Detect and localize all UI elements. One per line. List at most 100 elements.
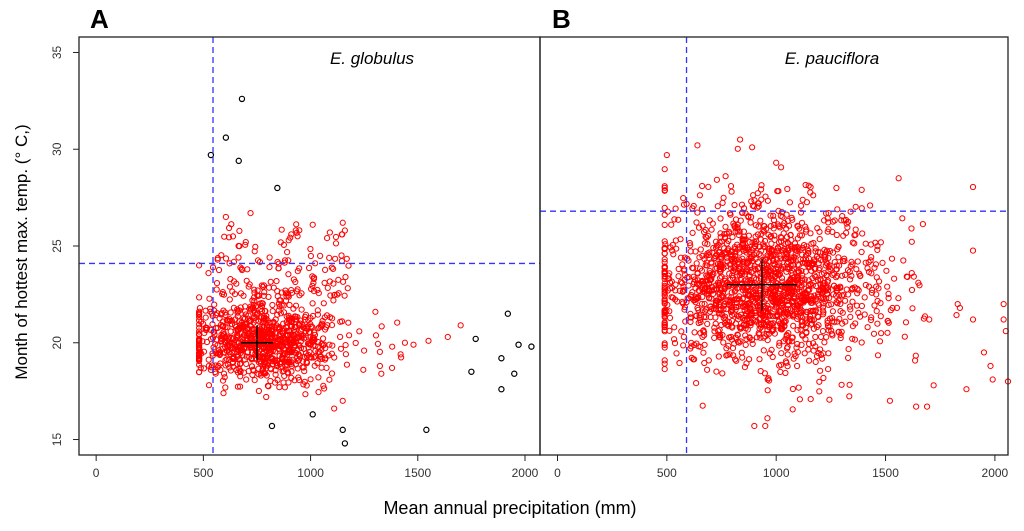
panel-b-point-1631: [786, 338, 793, 345]
panel-b-point-1676: [763, 262, 770, 269]
panel-b-point-1324: [768, 274, 775, 281]
panel-a-point-1006: [294, 268, 301, 275]
panel-a-point-747: [315, 325, 322, 332]
panel-b-point-132: [796, 396, 804, 403]
panel-a-point-767: [234, 313, 241, 320]
panel-b-point-1532: [737, 325, 744, 332]
panel-b-point-702: [661, 256, 668, 263]
panel-a-point-814: [318, 320, 325, 327]
panel-a-black-point-17: [309, 411, 316, 418]
panel-a-point-592: [280, 309, 288, 316]
panel-a-point-938: [342, 273, 349, 281]
panel-b-point-1062: [871, 302, 878, 309]
panel-b-point-1553: [781, 246, 788, 253]
panel-a-point-892: [260, 324, 267, 331]
panel-a-point-641: [315, 389, 322, 396]
panel-b-point-1122: [846, 268, 853, 275]
panel-a-point-996: [280, 241, 287, 248]
panel-a-red-point-13: [222, 213, 229, 221]
panel-b-point-1302: [817, 276, 824, 283]
panel-a-red-point-3: [425, 337, 432, 344]
panel-a-point-827: [264, 362, 271, 369]
panel-b-point-312: [729, 317, 736, 325]
panel-a-point-692: [309, 334, 316, 342]
panel-b-point-1148: [777, 368, 784, 375]
panel-b-point-1269: [763, 266, 770, 273]
panel-a-point-822: [220, 331, 228, 338]
panel-b-point-1100: [718, 254, 725, 261]
panel-b-point-1512: [742, 332, 749, 339]
panel-b-point-200: [851, 336, 859, 343]
panel-a-point-929: [324, 284, 331, 291]
panel-b-point-1087: [687, 310, 694, 317]
panel-b-point-1403: [799, 196, 806, 203]
panel-b-point-946: [671, 340, 679, 347]
panel-b-point-1628: [768, 246, 775, 253]
panel-b-point-1376: [689, 289, 696, 296]
panel-b-point-506: [856, 270, 863, 277]
panel-b-point-1583: [714, 298, 721, 305]
panel-b-point-814: [729, 272, 736, 279]
panel-b-point-1188: [842, 297, 849, 304]
panel-b-point-229: [798, 219, 806, 226]
panel-a-point-897: [196, 330, 203, 338]
panel-b-point-1530: [731, 201, 738, 209]
panel-b-point-284: [798, 232, 805, 239]
panel-b-point-1513: [691, 341, 698, 349]
panel-a-point-942: [246, 281, 253, 288]
panel-a-point-886: [251, 310, 258, 317]
panel-a-point-815: [372, 308, 379, 315]
panel-b-point-1668: [666, 327, 673, 334]
panel-b-point-1216: [733, 357, 740, 364]
panel-b-point-1556: [661, 321, 668, 328]
panel-b-point-1636: [774, 280, 781, 287]
panel-b-point-1215: [849, 261, 856, 268]
panel-b-red-point-0: [663, 151, 670, 159]
panel-a-point-874: [276, 352, 283, 360]
panel-b-point-956: [813, 323, 821, 331]
panel-b-point-1056: [751, 239, 758, 246]
panel-a-point-630: [224, 324, 231, 331]
panel-a-point-656: [221, 374, 228, 381]
panel-a-black-point-13: [268, 422, 276, 430]
panel-b-point-1567: [770, 257, 777, 264]
panel-a-point-981: [307, 252, 314, 260]
panel-b-point-1682: [699, 182, 706, 190]
panel-b-point-1316: [717, 215, 724, 222]
panel-a-point-696: [216, 351, 223, 359]
panel-b-point-640: [864, 265, 871, 272]
panel-a-point-36: [378, 323, 385, 330]
panel-b-point-1068: [661, 166, 668, 173]
panel-a-point-831: [196, 361, 203, 368]
panel-a-point-11: [343, 361, 350, 368]
panel-b-point-1412: [691, 297, 699, 304]
panel-b-point-1681: [784, 250, 791, 257]
panel-b-point-1540: [912, 352, 919, 359]
panel-b-point-1635: [855, 309, 862, 316]
panel-b-point-1339: [728, 333, 735, 340]
panel-b-point-1305: [701, 300, 708, 308]
panel-a-point-967: [237, 290, 245, 297]
panel-b-point-551: [789, 406, 796, 413]
panel-b-point-1289: [784, 239, 791, 246]
panel-a-title: E. globulus: [330, 49, 415, 68]
panel-b-point-1419: [731, 288, 738, 295]
panel-b-point-415: [853, 266, 860, 273]
panel-b-point-1511: [713, 244, 720, 251]
panel-b-point-1069: [673, 350, 680, 357]
panel-b-point-1414: [732, 228, 739, 235]
panel-b-point-1584: [762, 313, 769, 320]
panel-b-point-1539: [760, 228, 768, 235]
panel-b-point-608: [724, 321, 731, 328]
panel-b-red-point-4: [773, 159, 780, 166]
panel-a-point-743: [237, 383, 244, 390]
panel-b-point-1585: [716, 248, 723, 256]
panel-b-point-1004: [814, 313, 821, 320]
panel-b-point-1242: [791, 240, 799, 247]
panel-b-point-1293: [666, 279, 674, 286]
panel-b-point-29: [691, 329, 698, 336]
panel-b-point-1221: [669, 247, 676, 254]
panel-a-point-485: [211, 301, 218, 308]
panel-b-point-634: [867, 316, 875, 324]
panel-b-point-846: [826, 396, 833, 403]
